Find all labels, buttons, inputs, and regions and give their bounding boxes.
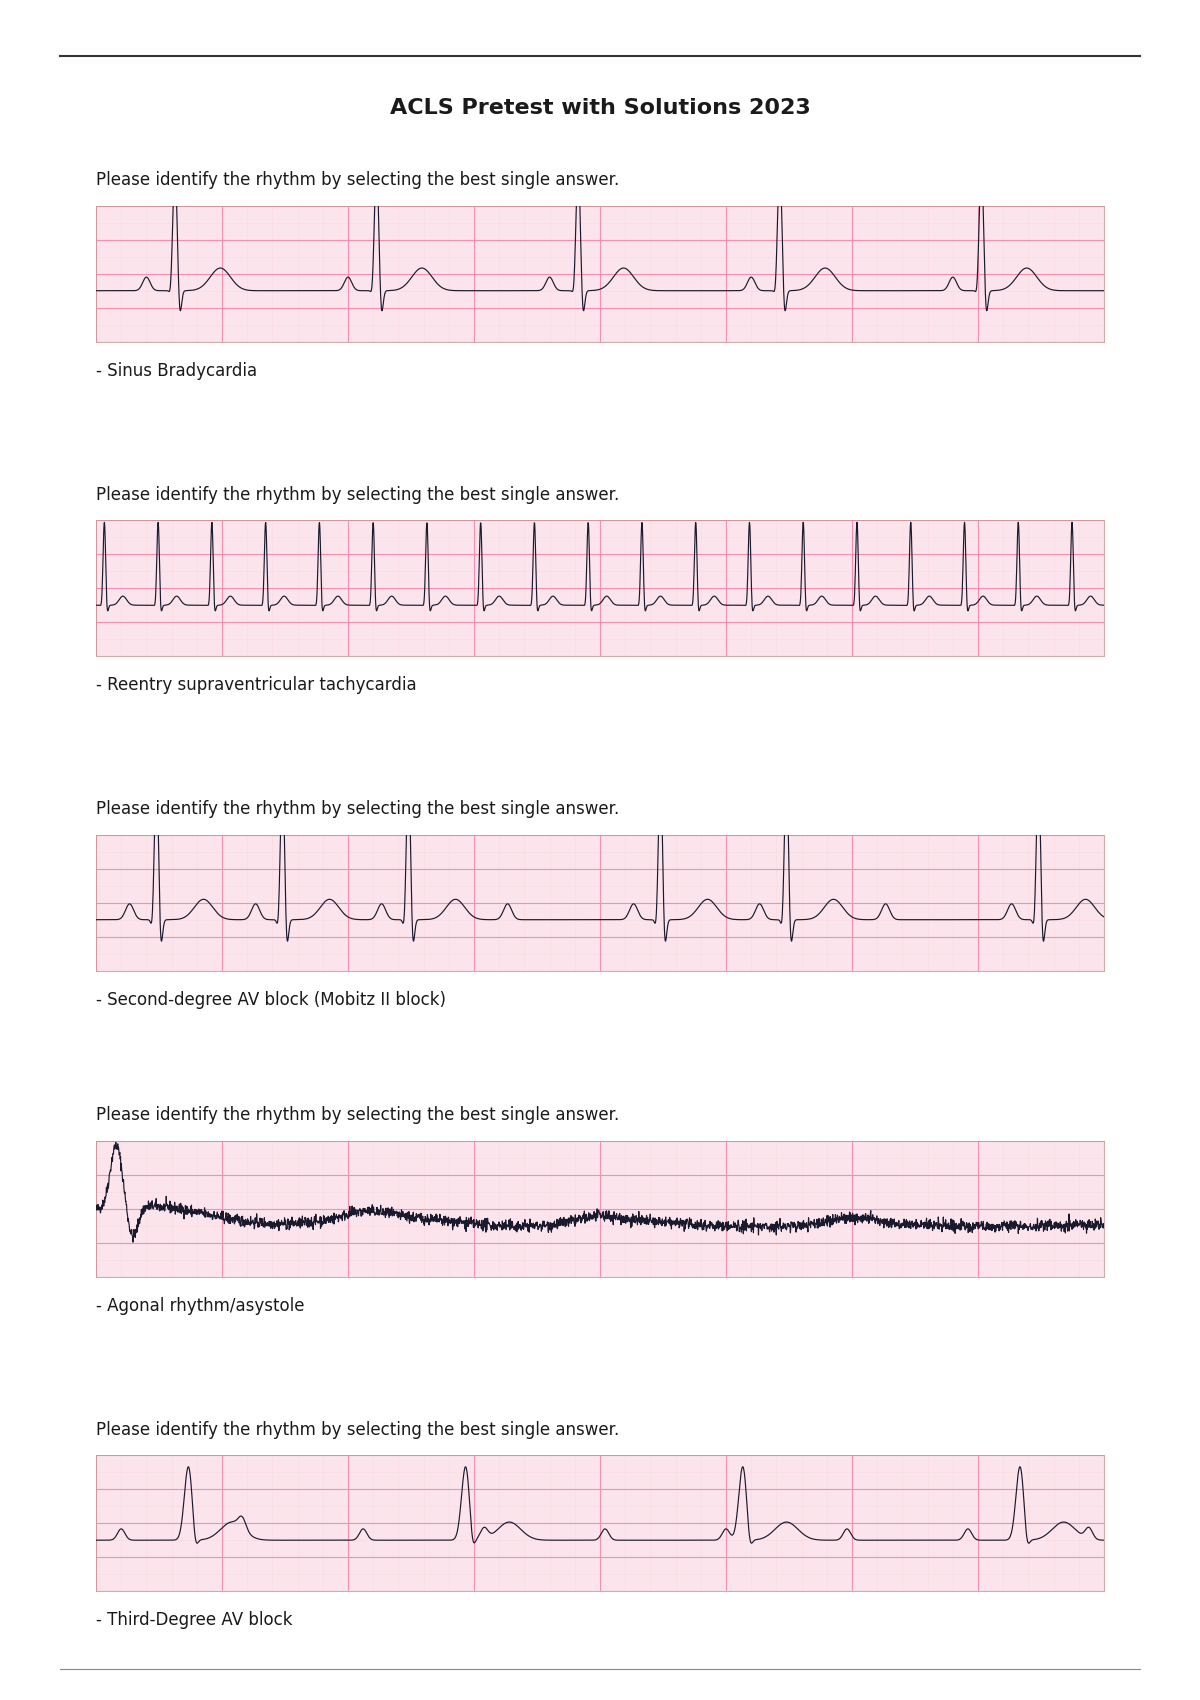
Text: - Reentry supraventricular tachycardia: - Reentry supraventricular tachycardia — [96, 677, 416, 694]
Text: Please identify the rhythm by selecting the best single answer.: Please identify the rhythm by selecting … — [96, 1107, 619, 1124]
Text: - Third-Degree AV block: - Third-Degree AV block — [96, 1612, 293, 1629]
Text: Please identify the rhythm by selecting the best single answer.: Please identify the rhythm by selecting … — [96, 801, 619, 818]
Text: ACLS Pretest with Solutions 2023: ACLS Pretest with Solutions 2023 — [390, 99, 810, 117]
Text: - Agonal rhythm/asystole: - Agonal rhythm/asystole — [96, 1297, 305, 1314]
Text: - Second-degree AV block (Mobitz II block): - Second-degree AV block (Mobitz II bloc… — [96, 991, 446, 1008]
Text: - Sinus Bradycardia: - Sinus Bradycardia — [96, 362, 257, 379]
Text: Please identify the rhythm by selecting the best single answer.: Please identify the rhythm by selecting … — [96, 486, 619, 503]
Text: Please identify the rhythm by selecting the best single answer.: Please identify the rhythm by selecting … — [96, 1421, 619, 1438]
Text: Please identify the rhythm by selecting the best single answer.: Please identify the rhythm by selecting … — [96, 172, 619, 189]
